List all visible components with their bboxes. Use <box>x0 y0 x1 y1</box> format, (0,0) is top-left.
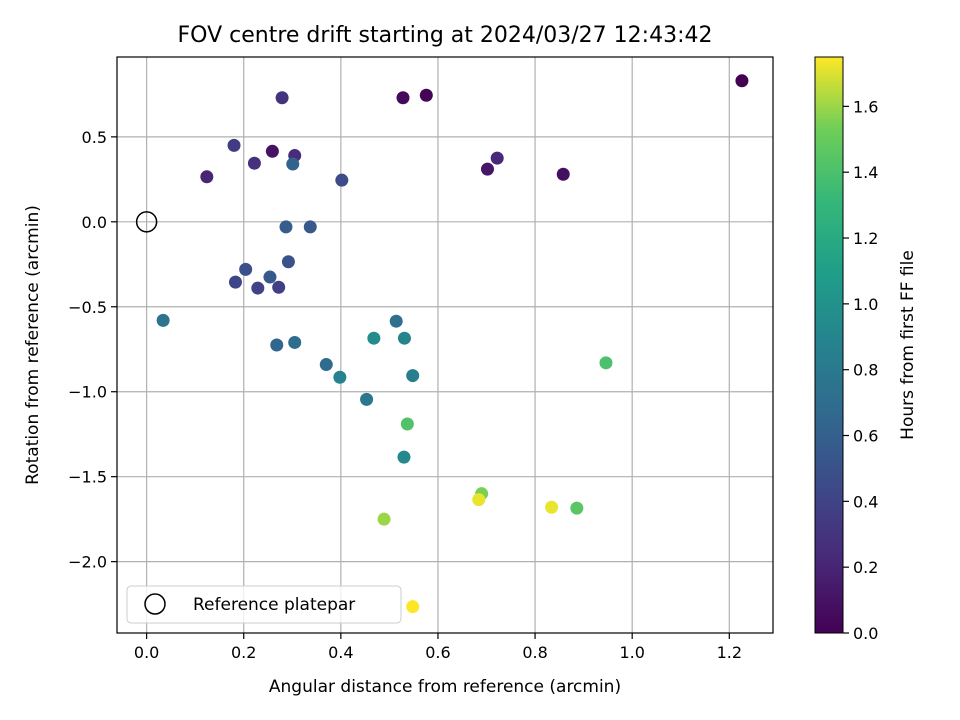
colorbar-label: Hours from first FF file <box>898 250 918 440</box>
data-point <box>272 280 286 294</box>
data-point <box>360 392 374 406</box>
x-tick-label: 0.6 <box>425 643 450 662</box>
y-tick-label: −2.0 <box>68 553 107 572</box>
colorbar-tick-label: 0.2 <box>853 558 878 577</box>
y-tick-label: 0.0 <box>82 213 107 232</box>
data-point <box>396 91 410 105</box>
data-point <box>389 314 403 328</box>
y-tick-label: 0.5 <box>82 128 107 147</box>
data-point <box>279 220 293 234</box>
colorbar-tick-label: 0.6 <box>853 427 878 446</box>
data-point <box>570 501 584 515</box>
data-point <box>397 450 411 464</box>
y-tick-label: −0.5 <box>68 298 107 317</box>
data-point <box>419 88 433 102</box>
data-point <box>406 600 420 614</box>
data-point <box>281 255 295 269</box>
data-point <box>599 356 613 370</box>
colorbar-tick-label: 0.4 <box>853 492 878 511</box>
legend: Reference platepar <box>126 585 402 624</box>
data-point <box>335 173 349 187</box>
legend-marker <box>144 593 166 615</box>
colorbar <box>815 57 843 633</box>
data-point <box>735 74 749 88</box>
data-point <box>545 500 559 514</box>
x-tick-label: 1.2 <box>717 643 742 662</box>
legend-box <box>126 585 402 624</box>
data-point <box>303 220 317 234</box>
data-point <box>275 91 289 105</box>
data-point <box>265 144 279 158</box>
data-point <box>490 151 504 165</box>
data-point <box>406 369 420 383</box>
colorbar-tick-label: 1.0 <box>853 295 878 314</box>
data-point <box>377 512 391 526</box>
data-point <box>251 281 265 295</box>
colorbar-tick-label: 1.4 <box>853 163 878 182</box>
data-point <box>472 493 486 507</box>
data-point <box>397 331 411 345</box>
data-point <box>400 417 414 431</box>
y-tick-label: −1.5 <box>68 468 107 487</box>
x-tick-label: 0.8 <box>522 643 547 662</box>
plot-frame <box>116 56 774 634</box>
y-axis-label: Rotation from reference (arcmin) <box>23 205 43 485</box>
data-point <box>270 338 284 352</box>
data-points <box>156 74 749 614</box>
data-point <box>156 313 170 327</box>
data-point <box>319 358 333 372</box>
colorbar-frame <box>814 56 844 634</box>
y-axis-ticks: 0.5 0.0 −0.5 −1.0 −1.5 −2.0 <box>68 128 117 572</box>
colorbar-tick-label: 0.0 <box>853 624 878 643</box>
reference-point-marker <box>135 211 158 233</box>
y-tick-label: −1.0 <box>68 383 107 402</box>
colorbar-tick-label: 0.8 <box>853 361 878 380</box>
data-point <box>288 335 302 349</box>
x-tick-label: 0.0 <box>134 643 159 662</box>
x-tick-label: 1.0 <box>619 643 644 662</box>
colorbar-ticks: 0.0 0.2 0.4 0.6 0.8 1.0 1.2 1.4 1.6 <box>843 97 878 643</box>
legend-label: Reference platepar <box>193 595 355 615</box>
data-point <box>333 370 347 384</box>
grid <box>117 57 773 633</box>
data-point <box>367 331 381 345</box>
colorbar-tick-label: 1.2 <box>853 229 878 248</box>
data-point <box>227 138 241 152</box>
chart-title: FOV centre drift starting at 2024/03/27 … <box>178 23 713 48</box>
data-point <box>480 162 494 176</box>
data-point <box>556 167 570 181</box>
x-axis-label: Angular distance from reference (arcmin) <box>269 677 621 697</box>
data-point <box>228 275 242 289</box>
data-point <box>247 156 261 170</box>
x-axis-ticks: 0.0 0.2 0.4 0.6 0.8 1.0 1.2 <box>134 633 742 662</box>
x-tick-label: 0.4 <box>328 643 353 662</box>
data-point <box>263 270 277 284</box>
colorbar-tick-label: 1.6 <box>853 97 878 116</box>
x-tick-label: 0.2 <box>231 643 256 662</box>
data-point <box>239 262 253 276</box>
data-point <box>200 170 214 184</box>
data-point <box>286 157 300 171</box>
